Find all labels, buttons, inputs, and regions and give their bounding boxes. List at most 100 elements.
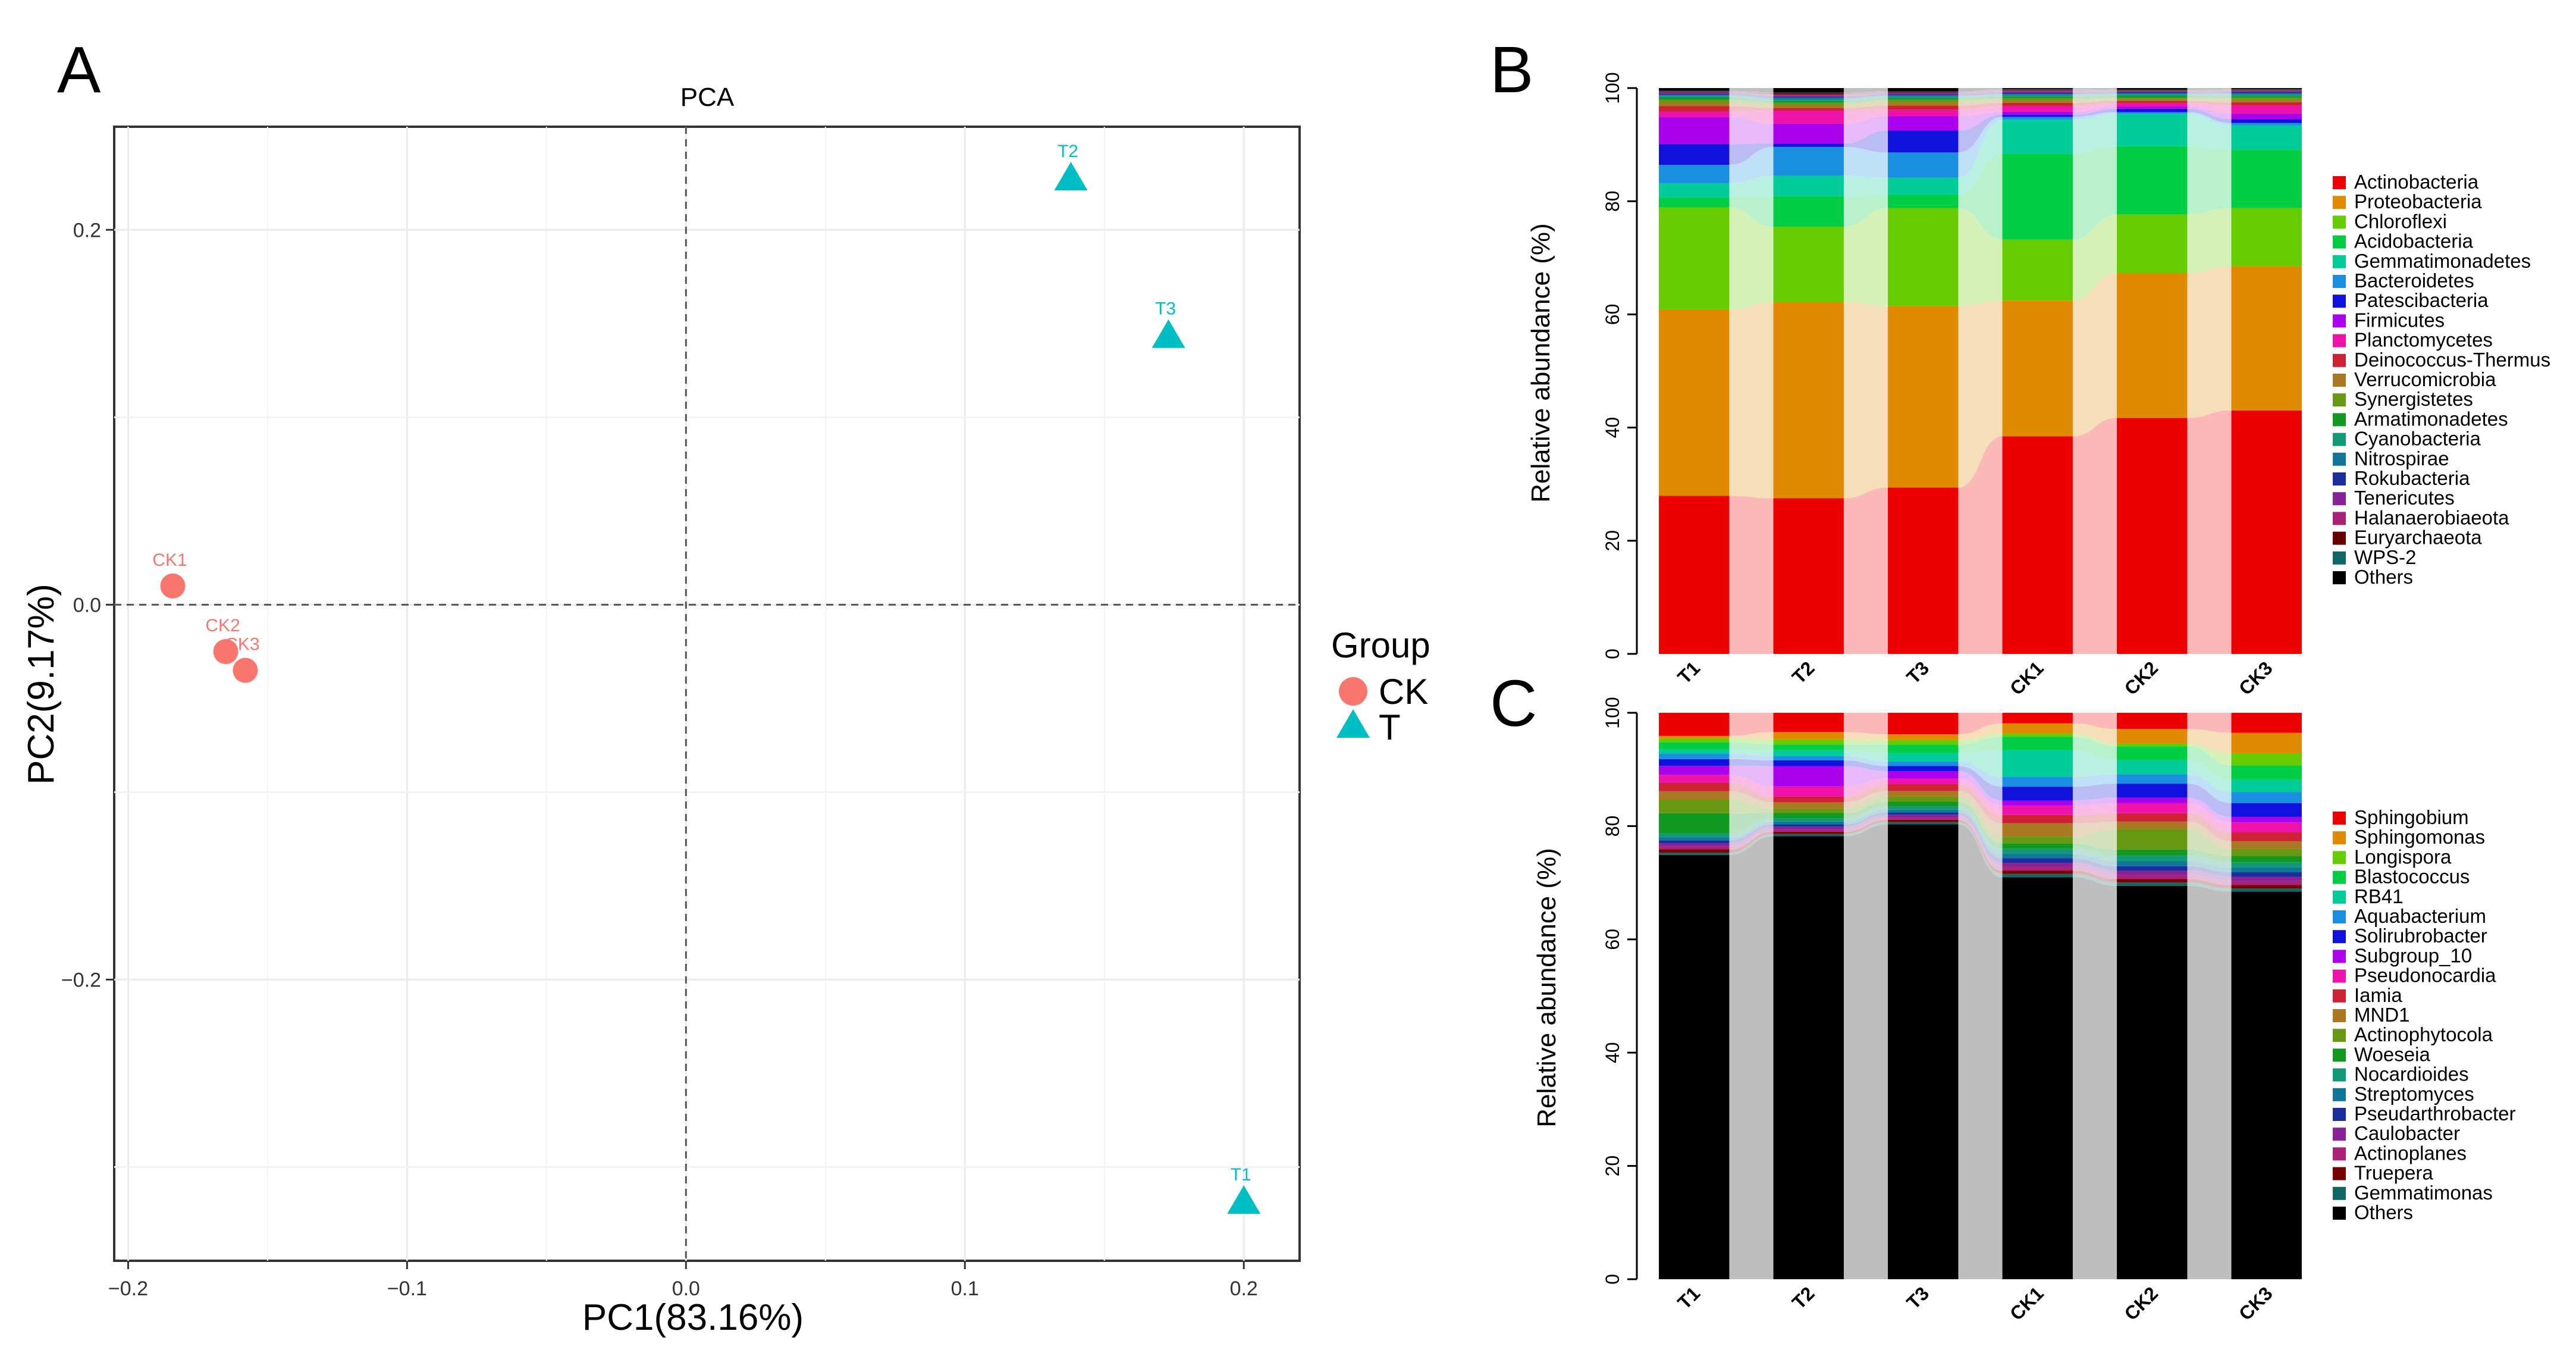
genus-bar-ck2-actinophytocola — [2117, 829, 2188, 850]
pca-point-ck1 — [160, 573, 186, 599]
phylum-flow-euryarchaeota — [1729, 91, 1774, 95]
phylum-flow-rokubacteria — [2187, 92, 2232, 93]
genus-bar-t3-others — [1888, 824, 1959, 1279]
genus-bar-t2-nocardioides — [1773, 818, 1844, 822]
phylum-bar-t3-nitrospirae — [1888, 95, 1959, 97]
phylum-flow-wps-2 — [1729, 90, 1774, 93]
genus-legend-label-truepera: Truepera — [2354, 1162, 2433, 1184]
phylum-bar-t1-wps-2 — [1659, 90, 1730, 92]
pca-point-label-t2: T2 — [1058, 142, 1078, 161]
genus-flow-pseudarthrobacter — [1729, 824, 1774, 844]
phylum-bar-t3-actinobacteria — [1888, 487, 1959, 654]
genus-flow-iamia — [2072, 813, 2117, 823]
genus-flow-blastococcus — [2072, 737, 2117, 760]
phylum-flow-tenericutes — [1958, 91, 2003, 95]
phylum-legend-swatch-cyanobacteria — [2333, 433, 2346, 446]
phylum-bar-t3-rokubacteria — [1888, 94, 1959, 96]
genus-legend-label-subgroup-10: Subgroup_10 — [2354, 944, 2472, 966]
genus-bar-t1-pseudarthrobacter — [1659, 840, 1730, 844]
genus-flow-actinoplanes — [2072, 866, 2117, 879]
phylum-bar-t3-synergistetes — [1888, 99, 1959, 102]
genus-flow-others — [1729, 836, 1774, 1279]
phylum-bar-ck2-firmicutes — [2117, 107, 2188, 109]
phylum-legend-swatch-synergistetes — [2333, 393, 2346, 407]
phylum-flow-nitrospirae — [1843, 95, 1888, 100]
genus-flow-nocardioides — [2187, 856, 2232, 867]
genus-bar-ck3-aquabacterium — [2231, 792, 2302, 803]
genus-bar-t1-aquabacterium — [1659, 753, 1730, 759]
phylum-bar-ck1-nitrospirae — [2002, 93, 2073, 95]
pca-panel: PCA −0.2 −0.1 0.0 0.1 0.2 −0.20.00.2 CK1CK2C… — [21, 83, 1430, 1338]
phylum-legend-label-firmicutes: Firmicutes — [2354, 309, 2445, 331]
phylum-flow-firmicutes — [1958, 111, 2003, 131]
genus-legend: SphingobiumSphingomonasLongisporaBlastoc… — [2333, 806, 2516, 1223]
phylum-flow-armatimonadetes — [2187, 96, 2232, 98]
pca-y-label: PC2(9.17%) — [21, 584, 62, 785]
phylum-flow-verrucomicrobia — [1729, 102, 1774, 108]
phylum-legend-swatch-halanaerobiaeota — [2333, 512, 2346, 525]
genus-legend-swatch-nocardioides — [2333, 1068, 2346, 1082]
phylum-flow-verrucomicrobia — [1843, 102, 1888, 108]
genus-bar-ck2-truepera — [2117, 879, 2188, 883]
phylum-bar-t2-planctomycetes — [1773, 111, 1844, 124]
phylum-bar-ck3-wps-2 — [2231, 89, 2302, 90]
genus-bar-ck3-caulobacter — [2231, 876, 2302, 881]
genus-bars — [1659, 713, 2302, 1279]
genus-legend-swatch-pseudarthrobacter — [2333, 1108, 2346, 1121]
phylum-flow-deinococcus-thermus — [1729, 106, 1774, 112]
phylum-bar-ck3-deinococcus-thermus — [2231, 102, 2302, 106]
phylum-flow-planctomycetes — [1729, 111, 1774, 124]
phylum-legend-swatch-rokubacteria — [2333, 472, 2346, 486]
phylum-bar-ck3-rokubacteria — [2231, 92, 2302, 93]
genus-flow-actinophytocola — [2187, 829, 2232, 857]
phylum-bar-ck3-actinobacteria — [2231, 410, 2302, 654]
genus-bar-ck1-caulobacter — [2002, 863, 2073, 867]
phylum-bar-ck2-cyanobacteria — [2117, 94, 2188, 96]
phylum-bar-ck3-firmicutes — [2231, 113, 2302, 120]
phylum-flow-nitrospirae — [2187, 93, 2232, 95]
phylum-bar-ck1-others — [2002, 88, 2073, 89]
phylum-flow-tenericutes — [1729, 92, 1774, 97]
genus-bar-t3-sphingomonas — [1888, 734, 1959, 740]
phylum-flow-patescibacteria — [1729, 143, 1774, 165]
genus-bar-ck2-rb41 — [2117, 760, 2188, 775]
phylum-bar-ck3-others — [2231, 88, 2302, 89]
genus-bar-ck2-blastococcus — [2117, 746, 2188, 760]
legend-ck-label: CK — [1379, 672, 1428, 712]
genus-legend-label-longispora: Longispora — [2354, 845, 2452, 867]
phylum-flow-tenericutes — [2187, 90, 2232, 92]
phylum-bar-t3-proteobacteria — [1888, 306, 1959, 488]
genus-bar-t2-subgroup-10 — [1773, 766, 1844, 787]
genus-legend-swatch-truepera — [2333, 1167, 2346, 1180]
phylum-bar-ck3-tenericutes — [2231, 90, 2302, 92]
phylum-legend-swatch-others — [2333, 571, 2346, 584]
phylum-bar-t2-gemmatimonadetes — [1773, 176, 1844, 196]
phylum-flow-firmicutes — [1843, 116, 1888, 144]
panel-label-b: B — [1490, 33, 1533, 107]
genus-flow-aquabacterium — [2187, 774, 2232, 803]
genus-flow-caulobacter — [2072, 863, 2117, 875]
genus-bar-ck3-woeseia — [2231, 856, 2302, 863]
genus-bar-t1-truepera — [1659, 849, 1730, 853]
genus-bar-ck3-gemmatimonas — [2231, 888, 2302, 892]
genus-bar-ck2-pseudarthrobacter — [2117, 866, 2188, 871]
phylum-bar-ck3-planctomycetes — [2231, 105, 2302, 114]
phylum-bar-t1-acidobacteria — [1659, 197, 1730, 208]
phylum-bar-t1-bacteroidetes — [1659, 164, 1730, 184]
phylum-flow-synergistetes — [1958, 98, 2003, 102]
phylum-legend-label-synergistetes: Synergistetes — [2354, 388, 2473, 410]
phylum-bar-ck1-cyanobacteria — [2002, 95, 2073, 97]
phylum-flow-patescibacteria — [2072, 108, 2117, 117]
genus-flow-pseudonocardia — [1958, 778, 2003, 815]
genus-legend-label-solirubrobacter: Solirubrobacter — [2354, 925, 2487, 947]
genus-bar-t2-actinophytocola — [1773, 808, 1844, 813]
phylum-flow-wps-2 — [1958, 89, 2003, 92]
phylum-bar-ck1-patescibacteria — [2002, 114, 2073, 117]
panel-label-c: C — [1490, 667, 1537, 740]
phylum-bar-t3-bacteroidetes — [1888, 152, 1959, 178]
genus-legend-swatch-rb41 — [2333, 890, 2346, 904]
genus-flow-actinophytocola — [1958, 796, 2003, 844]
phylum-flow-deinococcus-thermus — [1958, 102, 2003, 110]
genus-flow-actinoplanes — [1958, 818, 2003, 871]
genus-bar-t3-sphingobium — [1888, 713, 1959, 735]
